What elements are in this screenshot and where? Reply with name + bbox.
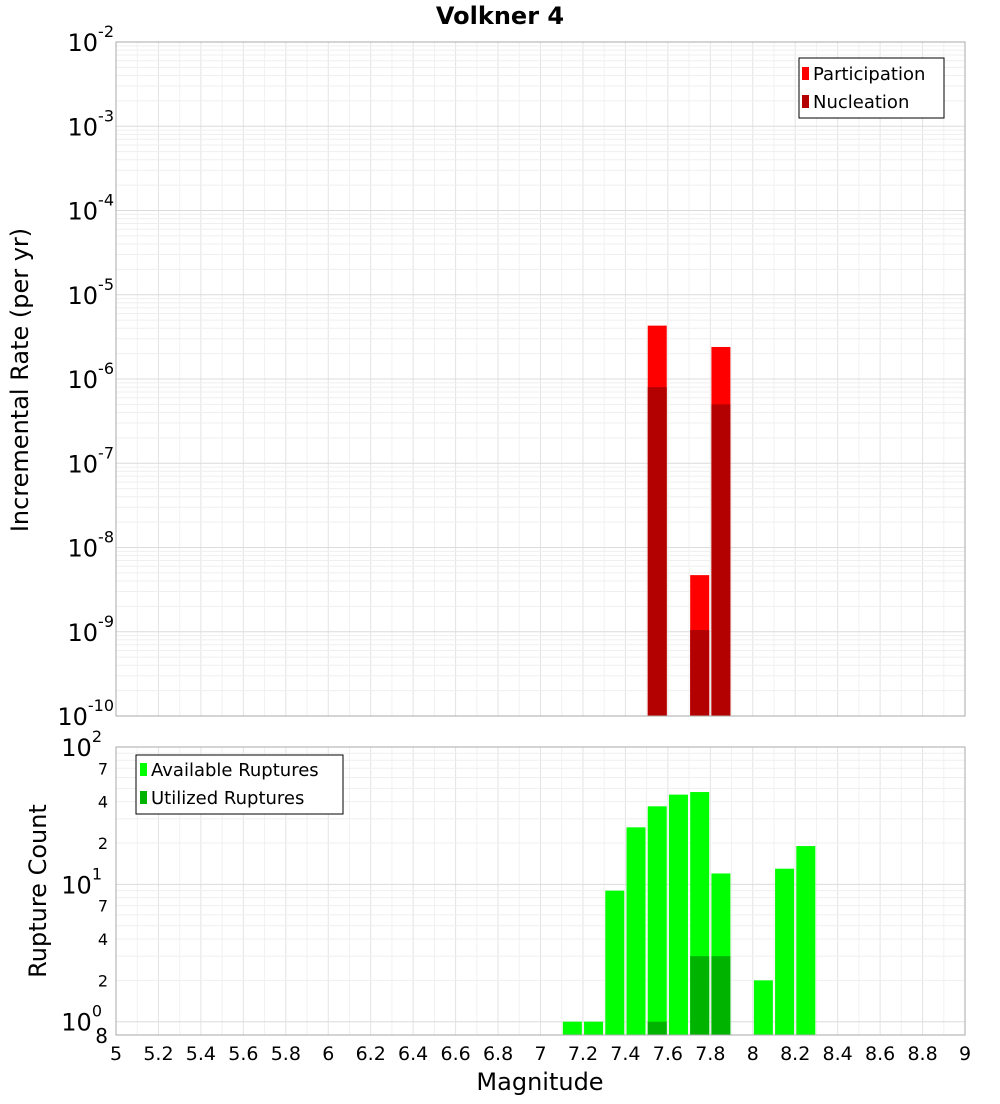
legend-swatch-participation <box>802 67 809 80</box>
bottom-bar-available-ruptures-7-45 <box>626 827 646 1035</box>
x-tick-label: 5.8 <box>271 1043 301 1065</box>
x-tick-labels: 5 5.2 5.4 5.6 5.8 6 6.2 6.4 6.6 6.8 7 7.2 7.4 7.6 7.8 8… <box>110 1043 971 1065</box>
bottom-bar-available-ruptures-7-15 <box>562 1021 582 1035</box>
x-tick-label: 6.8 <box>483 1043 513 1065</box>
bottom-y-tick-labels: 100 101 102 2 4 7 2 4 7 8 <box>61 727 108 1048</box>
top-y-tick-label: 10-3 <box>68 106 115 141</box>
top-y-tick-label: 10-6 <box>68 359 115 394</box>
legend-label-available-ruptures: Available Ruptures <box>151 760 319 781</box>
bottom-bar-available-ruptures-7-65 <box>668 794 688 1035</box>
top-y-axis-label: Incremental Rate (per yr) <box>6 228 34 532</box>
top-y-tick-label: 10-4 <box>68 191 115 226</box>
x-tick-label: 9 <box>959 1043 971 1065</box>
bottom-y-tick-label-minor: 2 <box>98 834 108 853</box>
top-plot-frame <box>115 41 966 717</box>
bottom-bar-available-ruptures-8-25 <box>796 846 816 1035</box>
x-tick-label: 7.2 <box>568 1043 598 1065</box>
legend-label-nucleation: Nucleation <box>813 92 909 113</box>
top-y-tick-label: 10-8 <box>68 528 115 563</box>
x-tick-label: 5.2 <box>143 1043 173 1065</box>
top-y-tick-label: 10-7 <box>68 443 115 478</box>
legend-label-utilized-ruptures: Utilized Ruptures <box>151 788 304 809</box>
bottom-bar-available-ruptures-7-55 <box>647 806 667 1035</box>
x-tick-label: 6.6 <box>440 1043 470 1065</box>
top-y-tick-label: 10-10 <box>57 696 114 731</box>
x-tick-label: 7.6 <box>653 1043 683 1065</box>
bottom-bar-available-ruptures-7-35 <box>605 890 625 1035</box>
chart-title: Volkner 4 <box>436 2 564 30</box>
x-tick-label: 8.6 <box>865 1043 895 1065</box>
top-y-tick-label: 10-2 <box>68 22 115 57</box>
x-tick-label: 7.8 <box>695 1043 725 1065</box>
bottom-legend-box <box>135 754 344 815</box>
legend-label-participation: Participation <box>813 64 925 85</box>
x-tick-label: 8.2 <box>780 1043 810 1065</box>
top-bar-nucleation-7-75 <box>690 629 710 716</box>
legend-swatch-available-ruptures <box>140 763 147 776</box>
top-bar-nucleation-7-55 <box>647 387 667 716</box>
bottom-legend: Available Ruptures Utilized Ruptures <box>135 754 344 815</box>
bottom-y-tick-label-major: 102 <box>61 727 102 762</box>
bottom-y-tick-label-major: 101 <box>61 864 102 899</box>
bottom-y-tick-label-minor: 4 <box>98 793 108 812</box>
x-tick-label: 6 <box>322 1043 334 1065</box>
x-tick-label: 8 <box>747 1043 759 1065</box>
x-tick-label: 5.6 <box>228 1043 258 1065</box>
bottom-bar-utilized-ruptures-7-85 <box>711 956 731 1035</box>
x-axis-label: Magnitude <box>476 1068 603 1096</box>
bottom-bar-utilized-ruptures-7-55 <box>647 1021 667 1035</box>
bottom-y-tick-label-bottom: 8 <box>95 1024 108 1048</box>
top-bar-nucleation-7-85 <box>711 404 731 716</box>
x-tick-label: 7.4 <box>610 1043 640 1065</box>
bottom-y-axis-label: Rupture Count <box>24 804 52 978</box>
top-legend: Participation Nucleation <box>798 57 945 119</box>
x-tick-label: 6.4 <box>398 1043 428 1065</box>
top-gridlines <box>115 42 966 717</box>
top-y-tick-label: 10-5 <box>68 275 115 310</box>
legend-swatch-nucleation <box>802 95 809 108</box>
top-bars <box>647 325 731 716</box>
x-tick-label: 8.4 <box>823 1043 853 1065</box>
bottom-bar-utilized-ruptures-7-75 <box>690 956 710 1035</box>
x-tick-label: 5 <box>110 1043 122 1065</box>
legend-swatch-utilized-ruptures <box>140 791 147 804</box>
bottom-y-tick-label-minor: 4 <box>98 930 108 949</box>
x-tick-label: 5.4 <box>186 1043 216 1065</box>
bottom-bars <box>562 792 816 1035</box>
top-y-tick-label: 10-9 <box>68 612 115 647</box>
bottom-y-tick-label-minor: 7 <box>98 897 108 916</box>
bottom-y-tick-label-major: 100 <box>61 1002 102 1037</box>
x-tick-label: 7 <box>534 1043 546 1065</box>
x-tick-label: 8.8 <box>907 1043 937 1065</box>
bottom-y-tick-label-minor: 2 <box>98 971 108 990</box>
top-legend-box <box>798 57 945 119</box>
bottom-bar-available-ruptures-7-25 <box>584 1021 604 1035</box>
bottom-bar-available-ruptures-8-05 <box>753 980 773 1035</box>
bottom-bar-available-ruptures-8-15 <box>775 868 795 1035</box>
bottom-plot-frame <box>115 746 966 1036</box>
bottom-y-tick-label-minor: 7 <box>98 759 108 778</box>
x-tick-label: 6.2 <box>356 1043 386 1065</box>
top-y-tick-labels: 10-10 10-9 10-8 10-7 10-6 10-5 10-4 10-3 10-2 <box>57 22 114 731</box>
